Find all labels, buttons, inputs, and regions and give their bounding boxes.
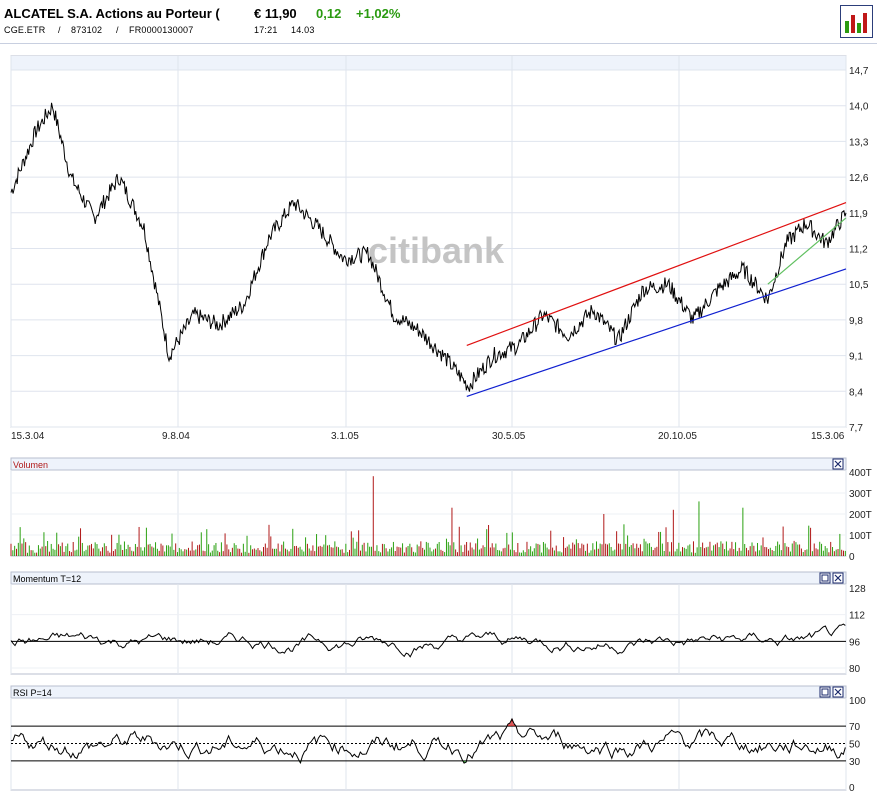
volume-close-icon[interactable] <box>832 458 844 470</box>
momentum-y-tick-label: 128 <box>849 584 866 595</box>
volume-panel-title: Volumen <box>13 460 48 470</box>
volume-panel-frame <box>10 457 847 557</box>
rsi-panel-title: RSI P=14 <box>13 688 52 698</box>
instrument-title: ALCATEL S.A. Actions au Porteur ( <box>4 6 220 21</box>
rsi-y-tick-label: 100 <box>849 696 866 707</box>
price-panel-top-band <box>11 56 846 70</box>
trend-line-upper <box>466 202 847 346</box>
rsi-settings-icon[interactable] <box>819 686 831 698</box>
momentum-settings-icon[interactable] <box>819 572 831 584</box>
volume-panel-title-bar <box>10 457 847 471</box>
price-y-tick-label: 14,0 <box>849 102 869 113</box>
price-y-tick-label: 12,6 <box>849 173 869 184</box>
price-x-tick-label: 15.3.06 <box>811 431 845 442</box>
volume-y-tick-label: 200T <box>849 510 872 521</box>
price-y-tick-label: 8,4 <box>849 387 863 398</box>
trend-line-lower <box>466 268 847 397</box>
momentum-y-tick-label: 80 <box>849 664 861 675</box>
last-price: € 11,90 <box>254 6 297 21</box>
quote-date: 14.03 <box>291 25 315 35</box>
price-series-line <box>10 102 847 392</box>
rsi-series-line <box>10 717 846 765</box>
price-y-tick-label: 7,7 <box>849 423 863 434</box>
trend-line-short <box>767 217 847 285</box>
separator-1: / <box>58 25 61 35</box>
volume-y-tick-label: 100T <box>849 531 872 542</box>
price-x-tick-label: 9.8.04 <box>162 431 190 442</box>
price-y-tick-label: 10,5 <box>849 280 869 291</box>
price-x-tick-label: 3.1.05 <box>331 431 359 442</box>
price-y-tick-label: 14,7 <box>849 66 869 77</box>
volume-y-tick-label: 400T <box>849 468 872 479</box>
rsi-panel-title-bar <box>10 685 847 699</box>
price-x-tick-label: 20.10.05 <box>658 431 697 442</box>
price-panel-frame <box>10 55 847 428</box>
rsi-y-tick-label: 70 <box>849 722 861 733</box>
quote-time: 17:21 <box>254 25 278 35</box>
price-y-tick-label: 9,8 <box>849 316 863 327</box>
symbol: CGE.ETR <box>4 25 46 35</box>
momentum-panel-frame <box>10 571 847 675</box>
price-y-tick-label: 9,1 <box>849 352 863 363</box>
quote-header: ALCATEL S.A. Actions au Porteur ( € 11,9… <box>0 0 877 44</box>
volume-y-tick-label: 300T <box>849 489 872 500</box>
momentum-panel-title-bar <box>10 571 847 585</box>
price-y-tick-label: 11,2 <box>849 245 868 256</box>
rsi-close-icon[interactable] <box>832 686 844 698</box>
price-y-tick-label: 13,3 <box>849 137 869 148</box>
price-change: 0,12 <box>316 6 342 21</box>
rsi-y-tick-label: 50 <box>849 740 861 751</box>
rsi-y-tick-label: 30 <box>849 757 861 768</box>
isin: FR0000130007 <box>129 25 194 35</box>
price-change-percent: +1,02% <box>356 6 401 21</box>
momentum-series-line <box>10 623 846 658</box>
separator-2: / <box>116 25 119 35</box>
volume-y-tick-label: 0 <box>849 552 855 563</box>
wkn: 873102 <box>71 25 103 35</box>
rsi-panel-frame <box>10 685 847 791</box>
price-y-tick-label: 11,9 <box>849 209 868 220</box>
momentum-y-tick-label: 112 <box>849 611 865 622</box>
rsi-y-tick-label: 0 <box>849 783 855 793</box>
chart-area: 14,7 14,0 13,3 12,6 11,9 11,2 10,5 9,8 9,1 8,4 7,7… <box>10 55 872 793</box>
momentum-y-tick-label: 96 <box>849 637 861 648</box>
momentum-panel-title: Momentum T=12 <box>13 574 81 584</box>
momentum-close-icon[interactable] <box>832 572 844 584</box>
price-x-tick-label: 30.5.05 <box>492 431 526 442</box>
watermark-logo: citibank <box>368 230 505 271</box>
chart-type-icon[interactable] <box>840 5 873 38</box>
price-x-tick-label: 15.3.04 <box>11 431 45 442</box>
